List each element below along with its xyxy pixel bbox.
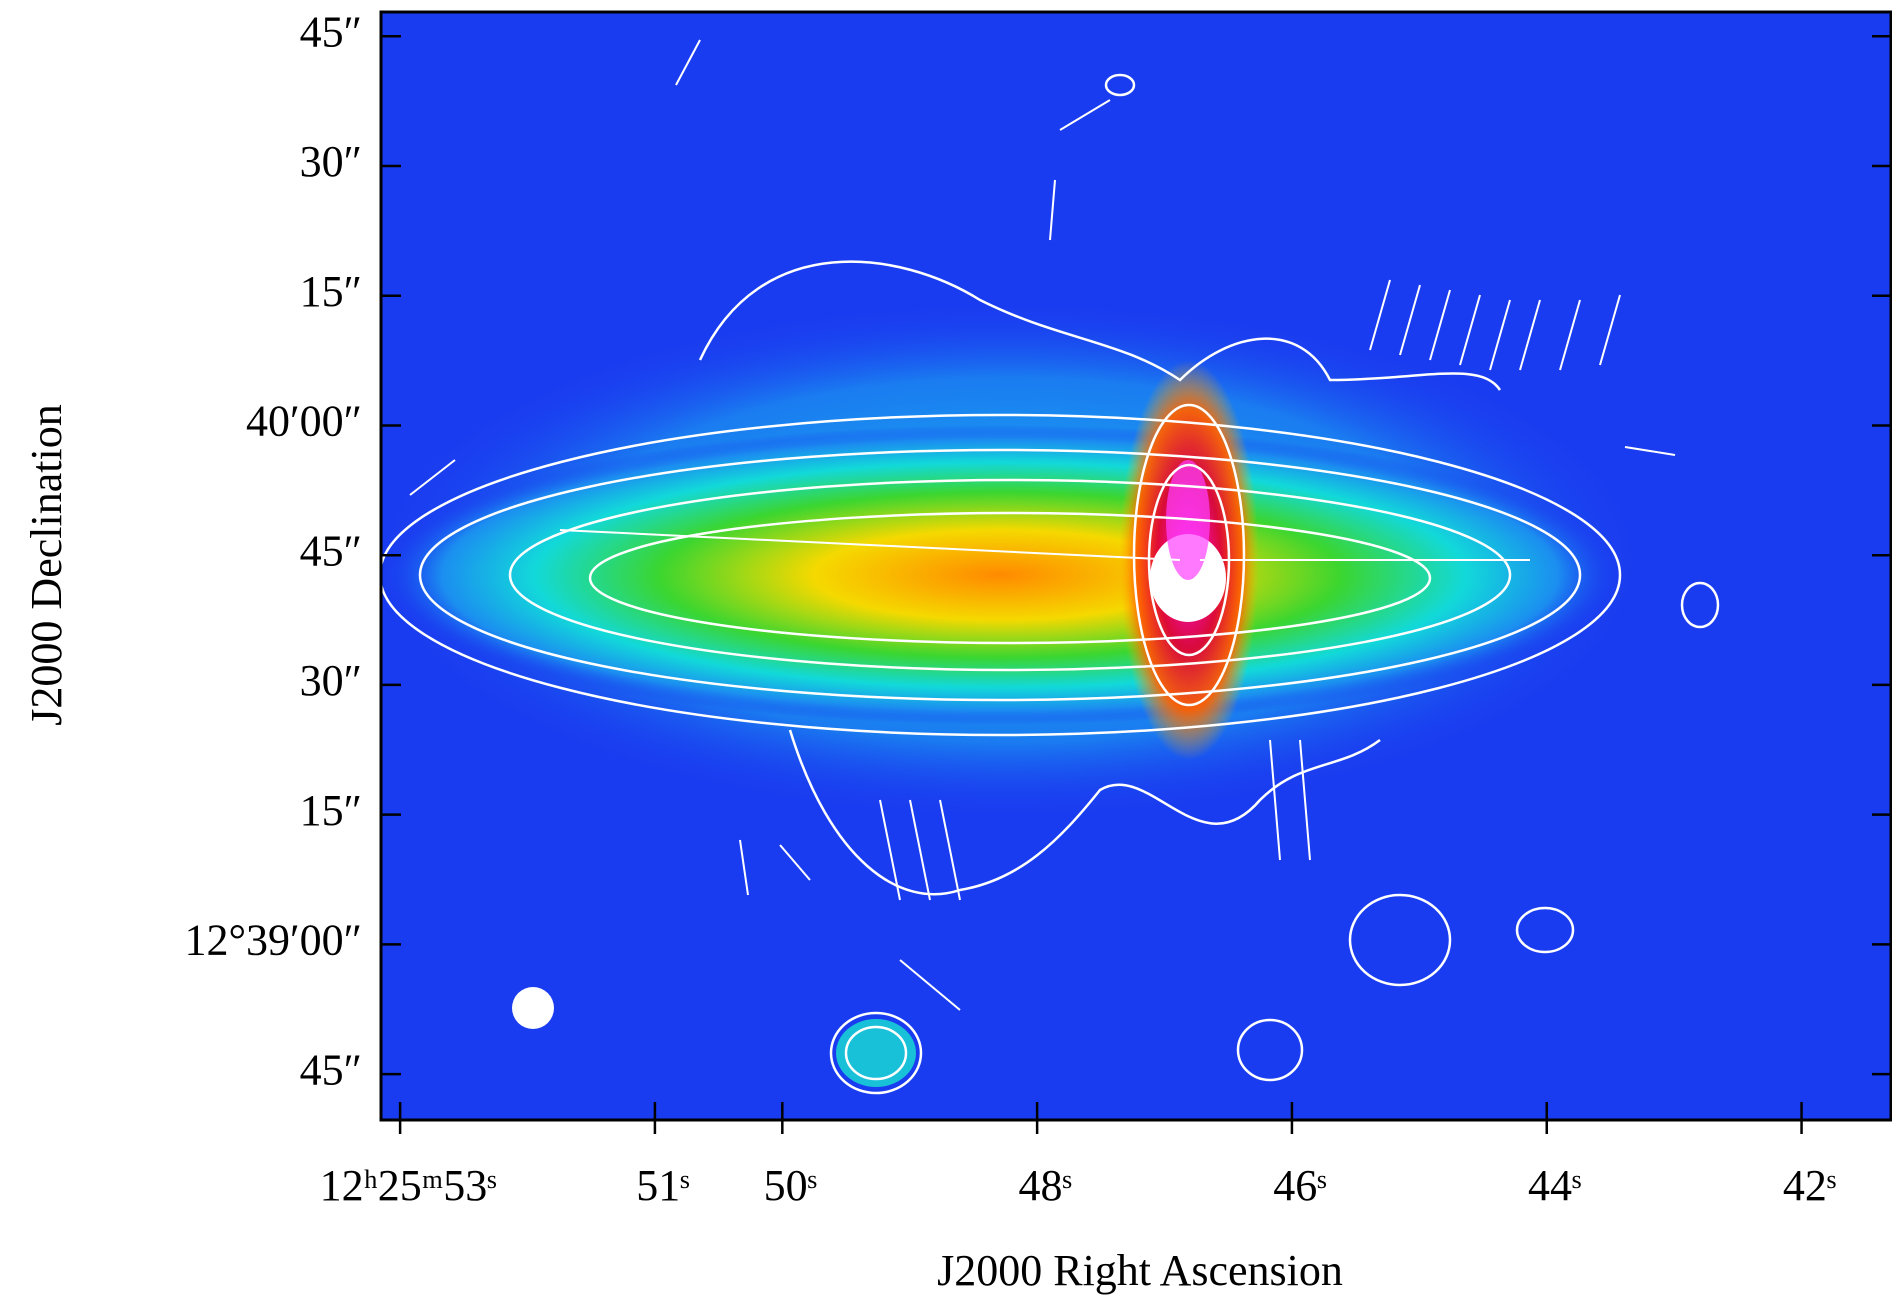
frame	[379, 10, 1892, 1122]
y-tick-label: 30″	[300, 137, 362, 186]
x-tick-label: 46ˢ	[1273, 1161, 1326, 1210]
y-tick-label: 45″	[300, 7, 362, 56]
y-tick-label: 15″	[300, 786, 362, 835]
x-tick-label: 44ˢ	[1528, 1161, 1581, 1210]
x-axis-title: J2000 Right Ascension	[937, 1246, 1343, 1295]
y-tick-label: 30″	[300, 656, 362, 705]
y-tick-label: 12°39′00″	[184, 916, 362, 965]
x-tick-label: 12ʰ25ᵐ53ˢ	[320, 1161, 497, 1210]
image	[381, 12, 1892, 1120]
x-tick-label: 50ˢ	[764, 1161, 817, 1210]
y-axis-title: J2000 Declination	[22, 404, 71, 725]
x-tick-label: 48ˢ	[1018, 1161, 1071, 1210]
y-tick-label: 45″	[300, 526, 362, 575]
x-tick-label: 51ˢ	[636, 1161, 689, 1210]
beam	[512, 987, 554, 1029]
y-tick-label: 45″	[300, 1045, 362, 1094]
y-tick-label: 40′00″	[246, 397, 362, 446]
x-tick-label: 42ˢ	[1783, 1161, 1836, 1210]
y-tick-label: 15″	[300, 267, 362, 316]
